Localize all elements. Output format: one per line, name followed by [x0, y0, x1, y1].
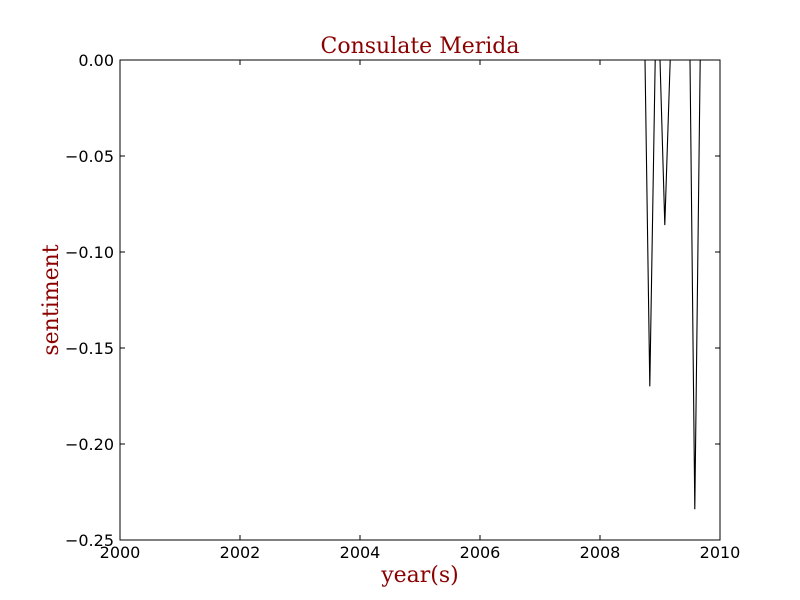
x-tick-label: 2006: [460, 543, 501, 562]
y-tick-label: −0.25: [65, 531, 114, 550]
x-tick-label: 2008: [580, 543, 621, 562]
x-tick-label: 2010: [700, 543, 741, 562]
series-layer: [120, 59, 720, 510]
series-line: [120, 59, 720, 510]
y-tick-label: −0.10: [65, 243, 114, 262]
y-tick-label: −0.15: [65, 339, 114, 358]
x-tick-label: 2002: [220, 543, 261, 562]
chart-title: Consulate Merida: [320, 34, 519, 59]
y-axis-label: sentiment: [39, 244, 64, 355]
plot-frame: [119, 59, 721, 541]
x-axis-label: year(s): [380, 563, 459, 588]
y-tick-label: −0.20: [65, 435, 114, 454]
y-tick-label: −0.05: [65, 147, 114, 166]
x-tick-label: 2004: [340, 543, 381, 562]
x-tick-label: 2000: [100, 543, 141, 562]
y-tick-label: 0.00: [78, 51, 114, 70]
ticks-layer: 2000 2002 2004 2006 2008 2010 0.00 −0.05 −0.10 −0…: [65, 51, 740, 562]
